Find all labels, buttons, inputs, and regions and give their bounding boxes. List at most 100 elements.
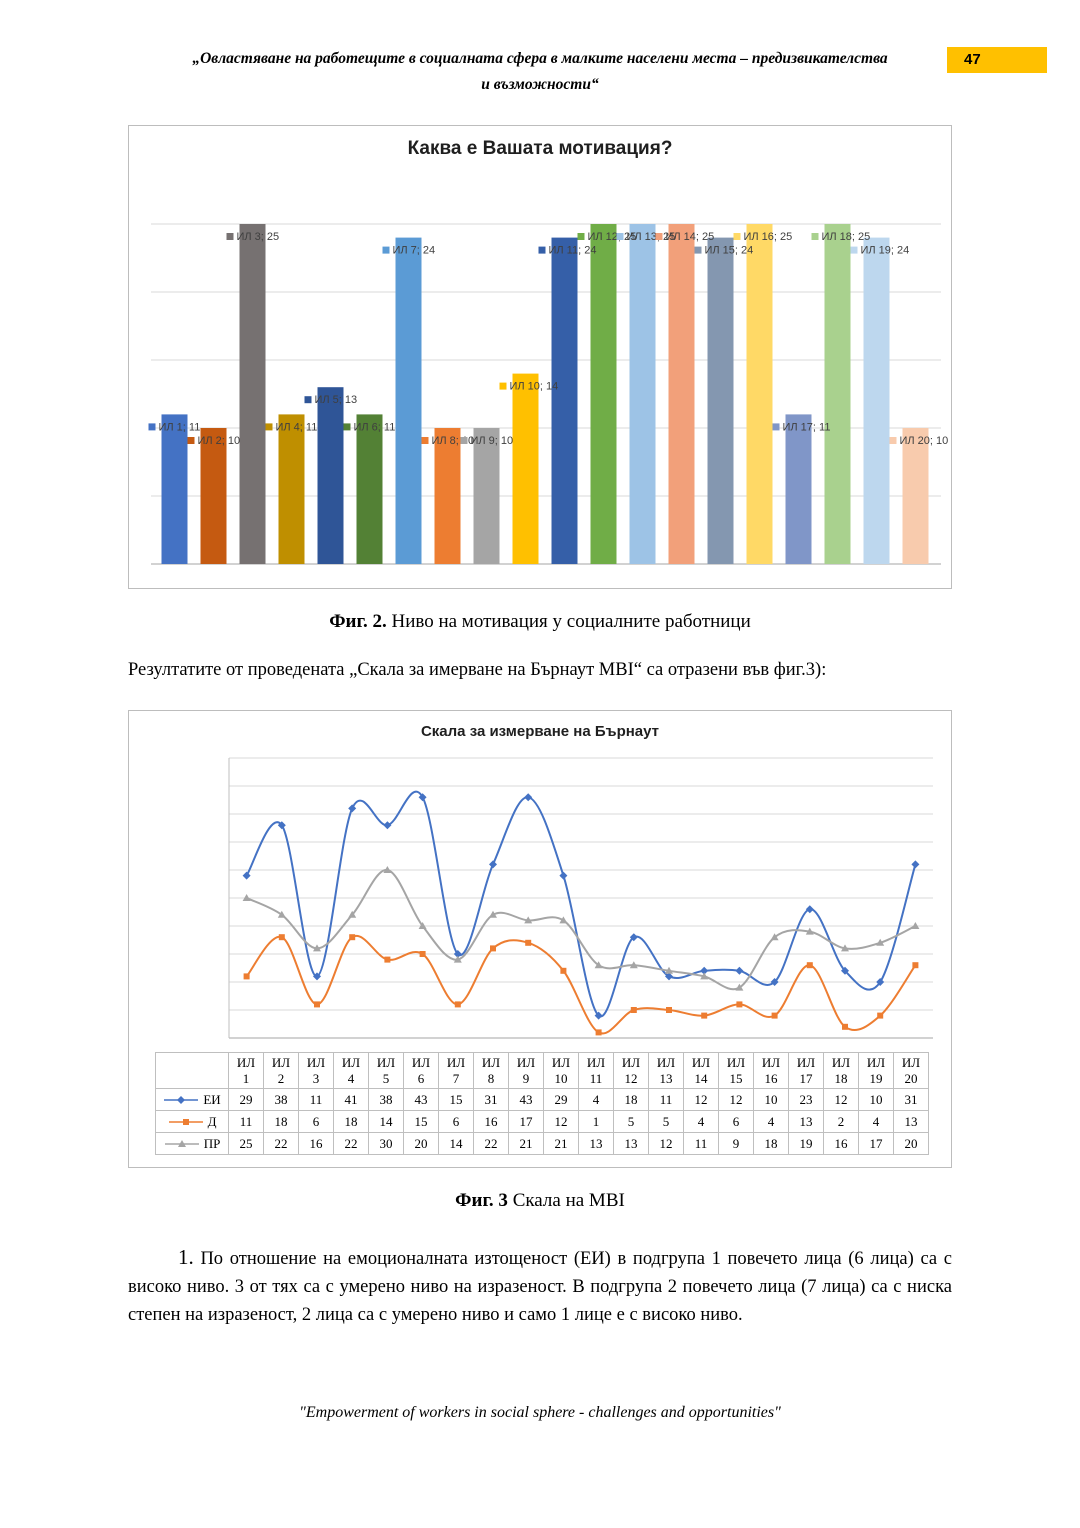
bar-11: [551, 237, 578, 564]
cell-Д-19: 4: [858, 1110, 894, 1134]
bar-label-marker-2: [187, 436, 195, 444]
figure-2-caption-text: Ниво на мотивация у социалните работници: [386, 610, 751, 632]
data-point-Д-5: [384, 957, 391, 964]
legend-cell-Д: Д: [155, 1110, 229, 1134]
data-point-ПР-8: [489, 911, 497, 919]
cell-Д-11: 1: [578, 1110, 614, 1134]
data-point-ПР-5: [383, 866, 392, 874]
bar-label-14: ИЛ 14; 25: [666, 231, 715, 243]
data-point-ПР-15: [735, 984, 744, 992]
square-legend-icon: [168, 1118, 203, 1125]
col-header-7: ИЛ 7: [438, 1052, 474, 1090]
figure-3-caption-number: Фиг. 3: [455, 1190, 508, 1212]
bar-label-marker-7: [382, 246, 390, 254]
bar-label-19: ИЛ 19; 24: [861, 244, 910, 256]
table-row-Д: Д 11 18 6 18 14 15 6 16 17 12 1 5 5 4 6 4 13 2 4 13: [155, 1110, 929, 1134]
col-header-19: ИЛ 19: [858, 1052, 894, 1090]
col-header-20: ИЛ 20: [893, 1052, 929, 1090]
cell-ЕИ-14: 12: [683, 1088, 719, 1112]
data-point-ПР-19: [876, 939, 885, 947]
cell-Д-16: 4: [753, 1110, 789, 1134]
cell-ЕИ-16: 10: [753, 1088, 789, 1112]
cell-Д-12: 5: [613, 1110, 649, 1134]
bar-label-16: ИЛ 16; 25: [744, 231, 793, 243]
bar-label-marker-11: [538, 246, 546, 254]
data-point-ПР-16: [770, 933, 779, 941]
bar-label-5: ИЛ 5; 13: [315, 394, 358, 406]
bar-label-8: ИЛ 8; 10: [432, 435, 475, 447]
page-header: „Овластяване на работещите в социалната …: [0, 46, 1080, 99]
bar-7: [395, 237, 422, 564]
col-header-17: ИЛ 17: [788, 1052, 824, 1090]
legend-marker: [177, 1095, 186, 1104]
bar-label-1: ИЛ 1; 11: [159, 421, 201, 433]
data-point-ПР-6: [418, 922, 427, 930]
bar-label-marker-10: [499, 382, 507, 390]
bar-chart-title: Каква е Вашата мотивация?: [407, 137, 673, 159]
bar-20: [902, 427, 929, 564]
cell-ПР-3: 16: [298, 1132, 334, 1156]
cell-ЕИ-4: 41: [333, 1088, 369, 1112]
cell-Д-9: 17: [508, 1110, 544, 1134]
cell-ЕИ-18: 12: [823, 1088, 859, 1112]
cell-Д-4: 18: [333, 1110, 369, 1134]
data-point-ЕИ-15: [735, 967, 744, 976]
bar-label-marker-12: [577, 232, 585, 240]
bar-6: [356, 414, 383, 564]
data-point-ПР-9: [524, 916, 533, 924]
bar-9: [473, 427, 500, 564]
cell-ПР-4: 22: [333, 1132, 369, 1156]
cell-ПР-14: 11: [683, 1132, 719, 1156]
col-header-2: ИЛ 2: [263, 1052, 299, 1090]
cell-ЕИ-19: 10: [858, 1088, 894, 1112]
cell-Д-18: 2: [823, 1110, 859, 1134]
cell-ПР-5: 30: [368, 1132, 404, 1156]
cell-ПР-8: 22: [473, 1132, 509, 1156]
bar-16: [746, 223, 773, 564]
bar-label-9: ИЛ 9; 10: [471, 435, 514, 447]
cell-ПР-10: 21: [543, 1132, 579, 1156]
cell-Д-20: 13: [893, 1110, 929, 1134]
bar-label-marker-19: [850, 246, 858, 254]
data-point-Д-16: [771, 1013, 778, 1020]
bar-label-marker-9: [460, 436, 468, 444]
triangle-legend-icon: [164, 1139, 199, 1147]
bar-label-marker-13: [616, 232, 624, 240]
bar-label-12: ИЛ 12; 25: [588, 231, 637, 243]
figure-3-burnout-chart: Скала за измерване на Бърнаут ИЛ 1 ИЛ 2 ИЛ 3 И…: [128, 710, 952, 1169]
cell-ПР-20: 20: [893, 1132, 929, 1156]
series-line-ПР: [246, 869, 916, 991]
cell-Д-13: 5: [648, 1110, 684, 1134]
col-header-8: ИЛ 8: [473, 1052, 509, 1090]
data-point-ПР-10: [559, 916, 568, 924]
bar-15: [707, 237, 734, 564]
bar-label-marker-18: [811, 232, 819, 240]
data-point-ЕИ-4: [348, 804, 357, 813]
col-header-13: ИЛ 13: [648, 1052, 684, 1090]
bar-label-10: ИЛ 10; 14: [510, 380, 559, 392]
data-point-ЕИ-10: [559, 872, 568, 881]
bar-label-marker-6: [343, 423, 351, 431]
figure-2-caption: Фиг. 2. Ниво на мотивация у социалните р…: [0, 611, 1080, 633]
bar-label-marker-1: [148, 423, 156, 431]
col-header-18: ИЛ 18: [823, 1052, 859, 1090]
data-point-Д-12: [630, 1007, 637, 1014]
running-title-line1: „Овластяване на работещите в социалната …: [192, 50, 888, 67]
bar-13: [629, 223, 656, 564]
col-header-14: ИЛ 14: [683, 1052, 719, 1090]
cell-ПР-17: 19: [788, 1132, 824, 1156]
data-point-Д-3: [314, 1001, 320, 1008]
table-row-ПР: ПР 25 22 16 22 30 20 14 22 21 21 13 13 12 11 9 18 19 16 17 2…: [155, 1132, 929, 1156]
bar-label-marker-20: [889, 436, 897, 444]
data-point-Д-20: [912, 962, 919, 969]
data-point-ЕИ-5: [383, 821, 392, 830]
data-point-ЕИ-9: [524, 793, 533, 802]
data-point-Д-8: [490, 945, 496, 952]
data-point-ЕИ-2: [277, 821, 286, 830]
col-header-1: ИЛ 1: [228, 1052, 264, 1090]
col-header-9: ИЛ 9: [508, 1052, 544, 1090]
cell-Д-14: 4: [683, 1110, 719, 1134]
bar-2: [200, 427, 227, 564]
cell-ПР-13: 12: [648, 1132, 684, 1156]
figure-3-caption-text: Скала на MBI: [507, 1190, 625, 1212]
